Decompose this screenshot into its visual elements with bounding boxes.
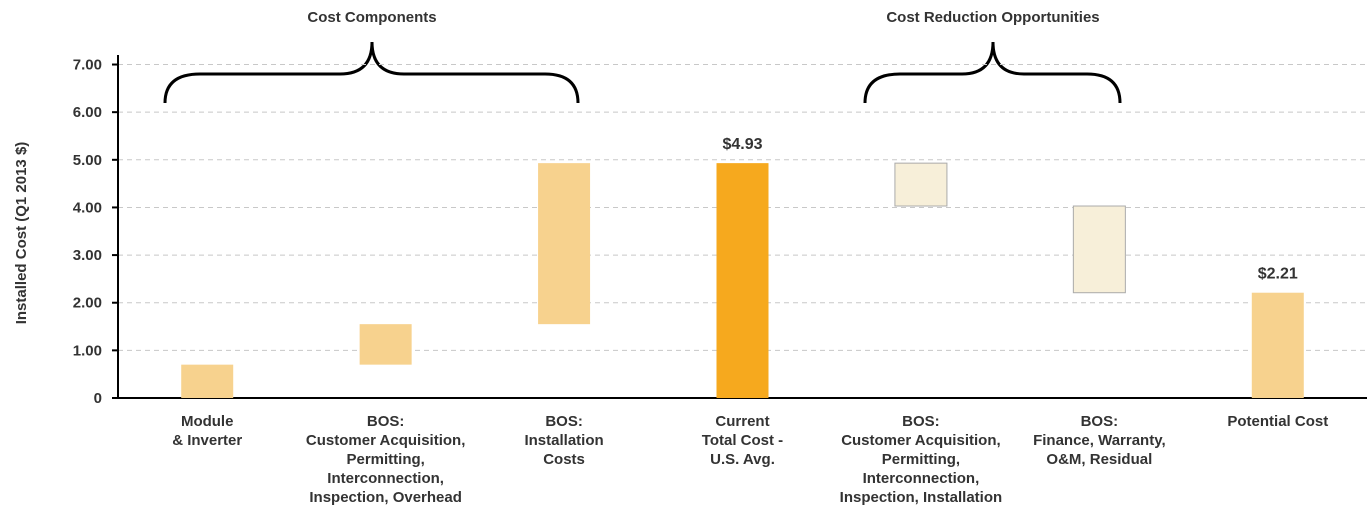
y-tick-label: 1.00: [73, 342, 102, 359]
bar: [181, 364, 234, 398]
y-tick-label: 7.00: [73, 57, 102, 74]
y-tick-label: 5.00: [73, 152, 102, 169]
x-tick-label: Current Total Cost -U.S. Avg.: [702, 413, 783, 468]
y-tick-label: 6.00: [73, 104, 102, 121]
bar: [1072, 205, 1126, 294]
x-tick-label: Potential Cost: [1227, 413, 1328, 430]
annotation: Cost Components: [307, 9, 436, 26]
bar: [1251, 292, 1304, 398]
value-label: $4.93: [722, 136, 762, 153]
annotation: Cost Reduction Opportunities: [886, 9, 1099, 26]
y-axis-label: Installed Cost (Q1 2013 $): [13, 142, 30, 325]
bar: [716, 163, 769, 398]
bar: [359, 324, 412, 365]
brace: [163, 41, 580, 104]
bar: [894, 162, 948, 207]
x-tick-label: BOS: Finance, Warranty, O&M, Residual: [1033, 413, 1166, 468]
y-tick-label: 0: [94, 390, 102, 407]
y-tick-label: 4.00: [73, 199, 102, 216]
x-tick-label: BOS: Installation Costs: [524, 413, 603, 468]
bar: [538, 163, 591, 325]
x-tick-label: BOS: Customer Acquisition, Permitting, Inte…: [840, 413, 1003, 506]
x-tick-label: BOS: Customer Acquisition, Permitting, Inte…: [306, 413, 465, 506]
x-tick-label: Module & Inverter: [172, 413, 242, 449]
brace: [863, 41, 1122, 104]
value-label: $2.21: [1258, 266, 1298, 283]
y-tick-label: 3.00: [73, 247, 102, 264]
y-tick-label: 2.00: [73, 295, 102, 312]
